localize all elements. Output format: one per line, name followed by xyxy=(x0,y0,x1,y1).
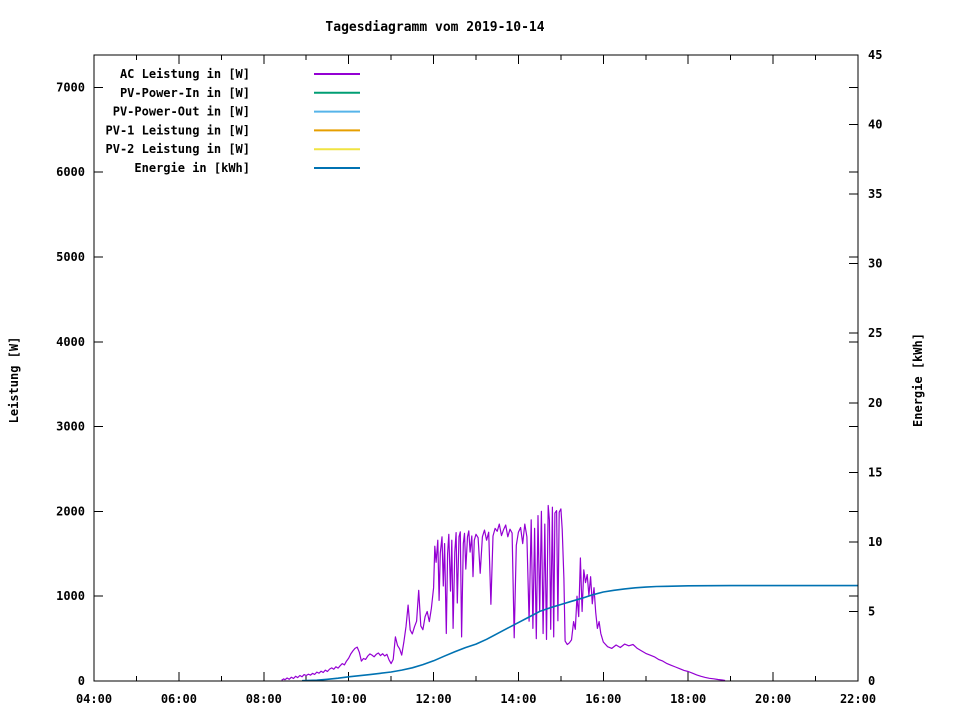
y-right-tick-label: 5 xyxy=(868,604,875,618)
x-tick-label: 08:00 xyxy=(246,692,282,706)
x-tick-label: 20:00 xyxy=(755,692,791,706)
y-right-tick-label: 10 xyxy=(868,535,882,549)
x-tick-label: 04:00 xyxy=(76,692,112,706)
y-right-tick-label: 0 xyxy=(868,674,875,688)
x-tick-label: 10:00 xyxy=(331,692,367,706)
y-left-tick-label: 5000 xyxy=(56,250,85,264)
y-right-tick-label: 20 xyxy=(868,396,882,410)
plot-border xyxy=(93,54,859,682)
y-right-tick-label: 40 xyxy=(868,118,882,132)
series-energie-in-kwh xyxy=(301,584,858,682)
legend-item-label: Energie in [kWh] xyxy=(134,161,250,175)
y-right-tick-label: 15 xyxy=(868,465,882,479)
y-left-tick-label: 1000 xyxy=(56,589,85,603)
y-left-tick-label: 7000 xyxy=(56,80,85,94)
legend-item-label: PV-Power-In in [W] xyxy=(120,86,250,100)
x-tick-label: 18:00 xyxy=(670,692,706,706)
legend-item-label: PV-2 Leistung in [W] xyxy=(106,142,251,156)
plot-title: Tagesdiagramm vom 2019-10-14 xyxy=(325,20,544,35)
y-left-tick-label: 2000 xyxy=(56,504,85,518)
series-ac-leistung-in-w xyxy=(281,504,726,682)
x-tick-label: 16:00 xyxy=(585,692,621,706)
legend-item-label: PV-Power-Out in [W] xyxy=(113,105,250,119)
x-tick-label: 14:00 xyxy=(500,692,536,706)
y-right-tick-label: 45 xyxy=(868,48,882,62)
y-left-tick-label: 3000 xyxy=(56,420,85,434)
y-right-tick-label: 25 xyxy=(868,326,882,340)
y-left-axis-label: Leistung [W] xyxy=(7,337,21,424)
y-right-tick-label: 35 xyxy=(868,187,882,201)
legend: AC Leistung in [W] PV-Power-In in [W] PV-P… xyxy=(106,67,360,175)
x-tick-label: 12:00 xyxy=(415,692,451,706)
x-tick-label: 22:00 xyxy=(840,692,876,706)
y-left-tick-label: 4000 xyxy=(56,335,85,349)
x-tick-label: 06:00 xyxy=(161,692,197,706)
y-right-axis-label: Energie [kWh] xyxy=(911,333,925,427)
y-left-tick-label: 0 xyxy=(78,674,85,688)
series xyxy=(281,504,858,682)
legend-item-label: PV-1 Leistung in [W] xyxy=(106,123,251,137)
y-left-tick-label: 6000 xyxy=(56,165,85,179)
axis-tick-labels: 04:00 06:00 08:00 10:00 12:00 14:00 16:00 18:00… xyxy=(56,48,882,706)
y-right-tick-label: 30 xyxy=(868,257,882,271)
legend-item-label: AC Leistung in [W] xyxy=(120,67,250,81)
